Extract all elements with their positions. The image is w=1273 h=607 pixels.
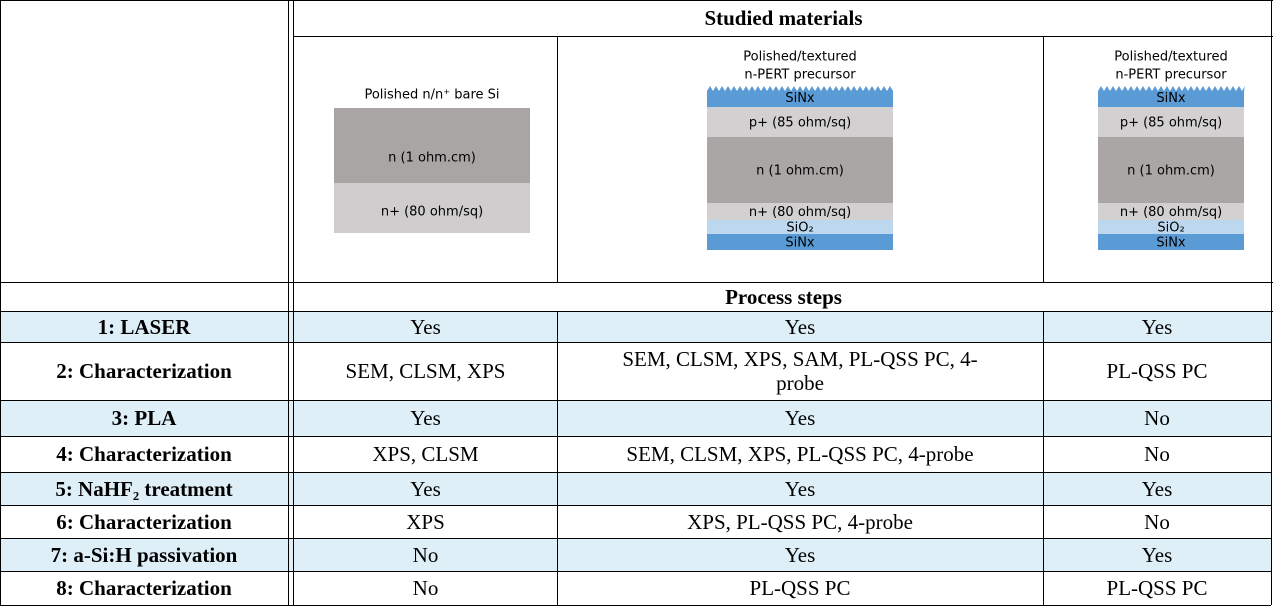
border-line (288, 0, 289, 605)
border-line (1043, 36, 1044, 282)
row-bg (0, 472, 1271, 505)
border-line (294, 36, 1273, 37)
row-bg (0, 538, 1271, 571)
cell-text: Yes (410, 406, 441, 430)
cell-text: No (412, 576, 439, 600)
border-line (0, 0, 1, 605)
border-line (0, 282, 1273, 283)
cell-text: SEM, CLSM, XPS, PL-QSS PC, 4-probe (626, 442, 974, 466)
diagrams: Polished n/n⁺ bare Si n (1 ohm.cm) n+ (80 … (334, 50, 1245, 251)
layer (1098, 220, 1244, 234)
row-label: 3: PLA (111, 406, 177, 430)
cell-text: No (412, 542, 439, 567)
row-bg (0, 400, 1271, 436)
cell-text: SEM, CLSM, XPS (345, 359, 506, 383)
border-line (0, 538, 1271, 539)
cell-text: PL-QSS PC (1106, 576, 1208, 600)
row-label: 6: Characterization (56, 509, 232, 534)
cell-text: XPS (406, 509, 445, 534)
layer (1098, 203, 1244, 220)
layer (707, 137, 893, 203)
layer-label: SiNx (785, 236, 815, 251)
layer-label: p+ (85 ohm/sq) (749, 116, 851, 131)
cell-text: Yes (1141, 542, 1173, 567)
layer-label: n+ (80 ohm/sq) (749, 205, 851, 220)
border-line (557, 311, 558, 605)
border-line (0, 311, 1271, 312)
material-title: n-PERT precursor (1115, 68, 1227, 83)
cell-text: Yes (784, 476, 816, 501)
layer-label: SiNx (1156, 91, 1186, 106)
cell-text: PL-QSS PC (749, 576, 851, 600)
layer-label: SiNx (1156, 236, 1186, 251)
layer-label: SiO₂ (1157, 221, 1184, 236)
border-line (0, 505, 1271, 506)
row-label: 7: a-Si:H passivation (50, 542, 238, 567)
material-title: Polished/textured (1114, 50, 1227, 65)
layer-label: n (1 ohm.cm) (756, 164, 844, 179)
materials-header: Studied materials (704, 6, 863, 30)
layer (707, 203, 893, 220)
layer (334, 183, 530, 233)
border-line (0, 605, 1271, 606)
cell-text: No (1144, 406, 1170, 430)
layer (707, 107, 893, 137)
layer-label: n+ (80 ohm/sq) (1120, 205, 1222, 220)
border-line (293, 0, 294, 605)
layer-label: SiNx (785, 91, 815, 106)
layer-label: n (1 ohm.cm) (1127, 164, 1215, 179)
border-line (0, 400, 1271, 401)
layer (1098, 234, 1244, 250)
layer (334, 108, 530, 183)
row-label: 1: LASER (97, 314, 191, 339)
layer (1098, 107, 1244, 137)
row-label: 8: Characterization (56, 576, 232, 600)
layer-label: p+ (85 ohm/sq) (1120, 116, 1222, 131)
row-label: 4: Characterization (56, 442, 232, 466)
border-line (0, 472, 1271, 473)
layer-label: n (1 ohm.cm) (388, 151, 476, 166)
border-line (0, 571, 1271, 572)
layer (707, 234, 893, 250)
cell-text: No (1144, 442, 1170, 466)
border-line (557, 36, 558, 282)
layer (707, 220, 893, 234)
cell-text: Yes (1141, 314, 1173, 339)
cell-text: XPS, CLSM (372, 442, 479, 466)
row-label: 5: NaHF₂ treatment (55, 476, 233, 501)
border-line (1271, 0, 1272, 605)
cell-text: SEM, CLSM, XPS, SAM, PL-QSS PC, 4-probe (622, 347, 978, 395)
border-line (0, 342, 1271, 343)
layer (1098, 86, 1245, 107)
material-title: n-PERT precursor (744, 68, 856, 83)
layer-label: SiO₂ (786, 221, 813, 236)
cell-text: PL-QSS PC (1106, 359, 1208, 383)
cell-text: Yes (784, 406, 816, 430)
border-line (0, 436, 1271, 437)
cell-text: XPS, PL-QSS PC, 4-probe (687, 509, 913, 534)
layer (1098, 137, 1244, 203)
row-bg (0, 311, 1271, 342)
cell-text: Yes (784, 314, 816, 339)
material-title: Polished n/n⁺ bare Si (364, 88, 499, 103)
layer (707, 86, 893, 107)
material-title: Polished/textured (743, 50, 856, 65)
row-label: 2: Characterization (56, 359, 232, 383)
steps-header: Process steps (725, 284, 842, 309)
cell-text: Yes (1141, 476, 1173, 501)
layer-label: n+ (80 ohm/sq) (381, 205, 483, 220)
cell-text: Yes (410, 476, 441, 501)
cell-text: No (1144, 509, 1170, 534)
border-line (0, 0, 1273, 1)
border-line (1043, 311, 1044, 605)
cell-text: Yes (784, 542, 816, 567)
cell-text: Yes (410, 314, 441, 339)
